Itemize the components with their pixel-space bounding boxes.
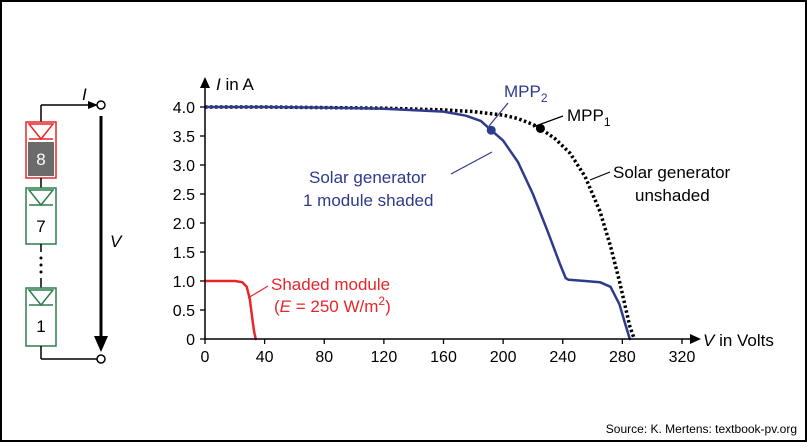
ellipsis-dot [39,263,43,267]
y-tick-label: 0 [186,332,195,349]
x-ticks: 0 40 80 120 160 200 240 280 320 [201,339,696,366]
y-tick-label: 1.5 [173,245,195,262]
x-tick-label: 40 [256,349,274,366]
x-tick-label: 280 [609,349,636,366]
y-tick-label: 3.5 [173,129,195,146]
shaded-module-curve [203,279,257,341]
terminal-bottom [96,354,106,364]
solar-generator-unshaded-curve [205,105,636,340]
y-tick-label: 0.5 [173,303,195,320]
mpp2-leader [488,102,509,127]
x-axis-label: V in Volts [703,331,774,350]
unshaded-label-line2: unshaded [635,186,710,205]
module-8-label: 8 [36,150,45,169]
shaded-module-label-line1: Shaded module [271,275,390,294]
shaded-generator-label-line1: Solar generator [309,168,427,187]
voltage-label: V [110,232,123,251]
x-tick-label: 320 [669,349,696,366]
mpp2-label: MPP2 [504,82,548,105]
unshaded-leader [589,171,611,181]
y-tick-label: 1.0 [173,274,195,291]
unshaded-label-line1: Solar generator [613,163,731,182]
mpp1-point [535,123,545,133]
curves [203,105,636,341]
shaded-module-leader [247,285,269,299]
y-ticks: 0 0.5 1.0 1.5 2.0 2.5 3.0 3.5 4.0 [173,100,205,349]
mpp1-leader [532,115,564,128]
module-string-circuit: I 8 7 1 V [25,85,123,364]
voltage-arrowhead [94,336,108,352]
diode-icon [27,289,55,307]
mpp1-label: MPP1 [567,106,611,129]
shaded-generator-leader [450,151,493,175]
x-tick-label: 200 [490,349,517,366]
x-tick-label: 0 [201,349,210,366]
ellipsis-dot [39,270,43,274]
y-tick-label: 4.0 [173,100,195,117]
solar-generator-1-module-shaded-curve [203,105,632,341]
shaded-module-label-line2: (E = 250 W/m2) [274,294,391,316]
mpp-points [486,123,545,135]
x-axis-arrowhead [690,334,701,344]
module-8-cell [28,142,54,176]
shaded-generator-label-line2: 1 module shaded [303,191,433,210]
y-tick-label: 3.0 [173,158,195,175]
x-tick-label: 120 [371,349,398,366]
module-1-label: 1 [36,317,45,336]
x-tick-label: 80 [315,349,333,366]
x-tick-label: 160 [430,349,457,366]
diode-icon [27,189,55,207]
y-tick-label: 2.0 [173,216,195,233]
y-tick-label: 2.5 [173,187,195,204]
ellipsis-dot [39,256,43,260]
terminal-top [96,100,106,110]
x-tick-label: 240 [549,349,576,366]
y-axis-label: I in A [216,75,254,94]
iv-chart: 0 0.5 1.0 1.5 2.0 2.5 3.0 3.5 4.0 0 40 80 120 160 200… [173,75,774,366]
y-axis-arrowhead [200,77,210,88]
source-credit: Source: K. Mertens: textbook-pv.org [606,422,797,436]
module-7-label: 7 [36,217,45,236]
mpp2-point [486,125,496,135]
diode-icon [27,123,55,141]
current-label: I [82,85,87,104]
